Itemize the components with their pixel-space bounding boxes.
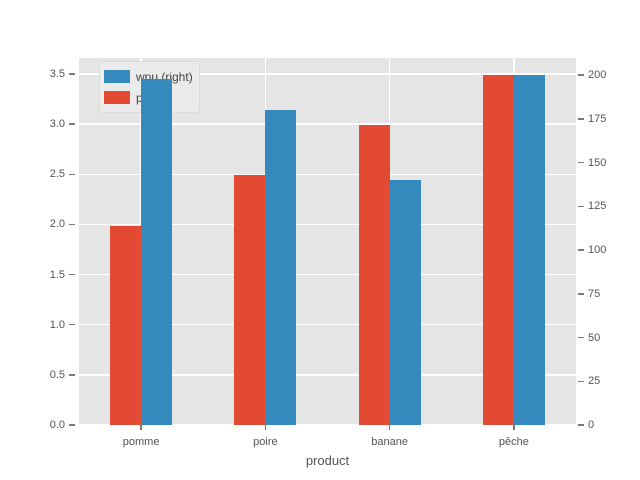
right-tick-mark — [578, 380, 584, 382]
bar-wpu-pomme — [141, 78, 173, 425]
bar-wpu-banane — [389, 180, 421, 425]
x-tick-mark — [388, 425, 391, 430]
horizontal-gridline — [79, 223, 576, 226]
horizontal-gridline — [79, 273, 576, 276]
legend-swatch-price — [104, 91, 130, 104]
right-tick-label: 175 — [588, 112, 607, 125]
right-tick-label: 25 — [588, 375, 601, 388]
left-tick-mark — [69, 73, 75, 75]
left-tick-label: 1.0 — [49, 318, 65, 331]
right-tick-label: 150 — [588, 156, 607, 169]
right-tick-mark — [578, 249, 584, 251]
bar-price-pomme — [110, 226, 142, 425]
x-tick-label: pêche — [498, 436, 529, 448]
horizontal-gridline — [79, 424, 576, 426]
x-tick-mark — [140, 425, 142, 430]
left-tick-mark — [69, 424, 75, 426]
left-tick-label: 3.0 — [49, 118, 65, 131]
left-tick-mark — [69, 223, 75, 226]
right-tick-label: 0 — [588, 419, 595, 431]
horizontal-gridline — [79, 323, 576, 326]
horizontal-gridline — [79, 173, 576, 176]
right-tick-mark — [578, 118, 584, 120]
x-axis-title: product — [305, 453, 350, 468]
left-tick-mark — [69, 173, 75, 176]
right-tick-mark — [578, 74, 584, 76]
horizontal-gridline — [79, 123, 576, 125]
right-tick-mark — [578, 161, 584, 164]
x-tick-mark — [513, 425, 515, 430]
right-tick-label: 200 — [588, 69, 607, 81]
horizontal-gridline — [79, 73, 576, 75]
left-tick-label: 0.0 — [49, 419, 65, 431]
right-tick-label: 50 — [588, 331, 601, 344]
horizontal-gridline — [79, 374, 576, 376]
bar-wpu-pêche — [513, 75, 545, 425]
left-tick-mark — [69, 123, 75, 125]
right-tick-mark — [578, 424, 584, 426]
x-tick-label: pomme — [122, 436, 160, 448]
right-tick-label: 75 — [588, 287, 601, 300]
bar-price-pêche — [482, 75, 514, 425]
right-tick-mark — [578, 293, 584, 295]
right-tick-mark — [578, 336, 584, 339]
x-tick-label: poire — [253, 436, 278, 448]
right-tick-label: 125 — [588, 200, 607, 213]
left-tick-label: 3.5 — [49, 67, 65, 80]
left-tick-mark — [69, 323, 75, 326]
left-tick-label: 1.5 — [49, 268, 65, 281]
left-tick-mark — [69, 273, 75, 276]
bar-price-banane — [358, 125, 390, 425]
legend-swatch-wpu — [104, 70, 130, 83]
x-tick-mark — [264, 425, 267, 430]
right-tick-mark — [578, 205, 584, 207]
left-tick-label: 2.5 — [49, 168, 65, 181]
x-tick-label: banane — [371, 436, 408, 448]
bar-wpu-poire — [265, 110, 297, 425]
left-tick-mark — [69, 374, 75, 376]
left-tick-label: 2.0 — [49, 218, 65, 231]
right-tick-label: 100 — [588, 244, 607, 256]
bar-price-poire — [234, 175, 266, 425]
left-tick-label: 0.5 — [49, 368, 65, 381]
